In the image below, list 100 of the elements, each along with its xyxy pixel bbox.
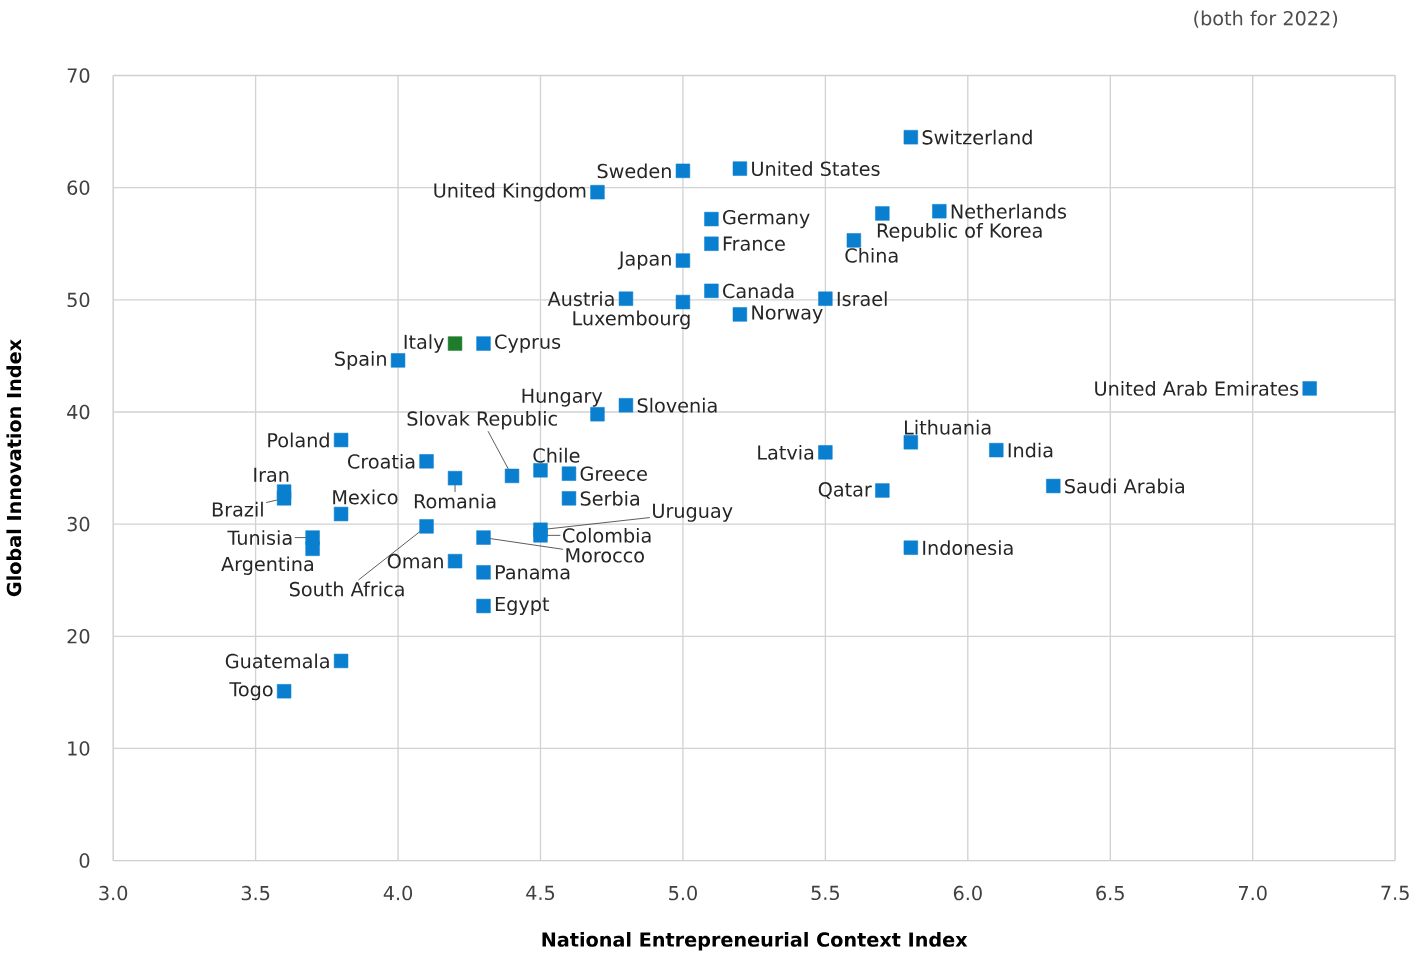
point [447, 471, 463, 486]
annotation: Canada [723, 283, 794, 299]
annotation: Tunisia [227, 530, 292, 546]
annotation: Hungary [522, 388, 603, 407]
annotation: Uruguay [653, 503, 733, 522]
point [476, 565, 491, 580]
annotation: Indonesia [923, 540, 1013, 556]
annotation: United Arab Emirates [1095, 381, 1299, 396]
point [675, 253, 691, 268]
annotation: Greece [580, 466, 647, 481]
point [419, 519, 434, 534]
annotation: Argentina [221, 556, 314, 576]
point [333, 653, 349, 669]
point [875, 206, 890, 221]
y-tick-label: 0 [79, 853, 90, 868]
point [732, 161, 748, 176]
annotation: Austria [547, 291, 614, 307]
annotation: France [723, 236, 785, 251]
point [675, 294, 691, 310]
point [504, 468, 520, 484]
point [333, 506, 349, 522]
annotation: Croatia [348, 453, 415, 469]
annotation: Lithuania [905, 419, 991, 435]
x-tick-label: 3.5 [241, 885, 270, 901]
x-tick-label: 4.0 [383, 885, 413, 901]
point [704, 283, 719, 299]
annotation: Netherlands [951, 203, 1067, 219]
y-tick-label: 10 [68, 741, 90, 756]
annotation: Germany [723, 209, 810, 229]
annotation: Norway [752, 305, 823, 324]
point [903, 435, 918, 450]
x-tick-label: 6.5 [1096, 885, 1124, 901]
annotation: Togo [229, 682, 273, 701]
annotation: Iran [254, 467, 289, 483]
point [1046, 478, 1061, 494]
point [1302, 381, 1317, 396]
point [561, 491, 577, 506]
point [903, 540, 918, 555]
x-tick-label: 3.0 [99, 885, 128, 901]
y-axis-title: Global Innovation Index [6, 339, 22, 597]
annotation: Serbia [580, 490, 640, 506]
annotation: Egypt [495, 597, 550, 616]
point [447, 336, 463, 351]
point [618, 291, 634, 306]
point [276, 684, 292, 699]
x-tick-label: 7.0 [1239, 885, 1267, 901]
point [704, 211, 719, 227]
point [276, 491, 292, 506]
text: (both for 2022) [1194, 10, 1338, 28]
point [476, 336, 491, 351]
point [533, 463, 548, 478]
point [675, 163, 691, 179]
x-tick-label: 7.5 [1381, 885, 1409, 901]
annotation: Spain [335, 351, 386, 370]
annotation: Slovak Republic [407, 411, 557, 430]
point [903, 130, 918, 145]
annotation: Sweden [597, 163, 671, 179]
annotation: Qatar [818, 482, 872, 499]
point [732, 307, 748, 322]
annotation: Republic of Korea [877, 223, 1042, 242]
point [818, 291, 833, 306]
point [390, 353, 406, 368]
annotation: Brazil [212, 501, 263, 517]
y-tick-label: 20 [67, 629, 90, 644]
annotation: China [845, 247, 898, 263]
annotation: Italy [404, 334, 444, 353]
point [618, 398, 634, 413]
point [818, 445, 833, 460]
point [476, 598, 491, 614]
x-tick-label: 5.5 [811, 885, 839, 901]
point [704, 236, 719, 251]
x-tick-label: 6.0 [953, 885, 982, 901]
annotation: Colombia [563, 527, 651, 543]
annotation: Latvia [758, 444, 814, 460]
annotation: India [1008, 442, 1053, 458]
point [476, 530, 491, 545]
y-tick-label: 60 [67, 180, 90, 195]
annotation: Oman [387, 553, 443, 569]
point [305, 541, 320, 556]
x-axis-title: National Entrepreneurial Context Index [542, 931, 968, 951]
point [989, 442, 1004, 458]
annotation: Mexico [333, 489, 398, 505]
point [846, 233, 862, 248]
point [419, 454, 434, 469]
y-tick-label: 30 [67, 516, 90, 532]
x-tick-label: 5.0 [669, 885, 697, 901]
annotation: Panama [495, 565, 570, 580]
annotation: Cyprus [495, 334, 561, 353]
annotation: Chile [533, 447, 580, 463]
point [875, 483, 890, 498]
y-tick-label: 40 [67, 404, 90, 420]
annotation: Slovenia [637, 397, 717, 413]
annotation: Guatemala [225, 653, 329, 669]
annotation: South Africa [289, 581, 404, 597]
point [590, 407, 605, 422]
annotation: United Kingdom [434, 182, 586, 202]
annotation: Romania [414, 493, 496, 509]
annotation: Israel [837, 291, 887, 307]
annotation: Luxembourg [573, 310, 690, 330]
annotation: Morocco [566, 548, 644, 563]
